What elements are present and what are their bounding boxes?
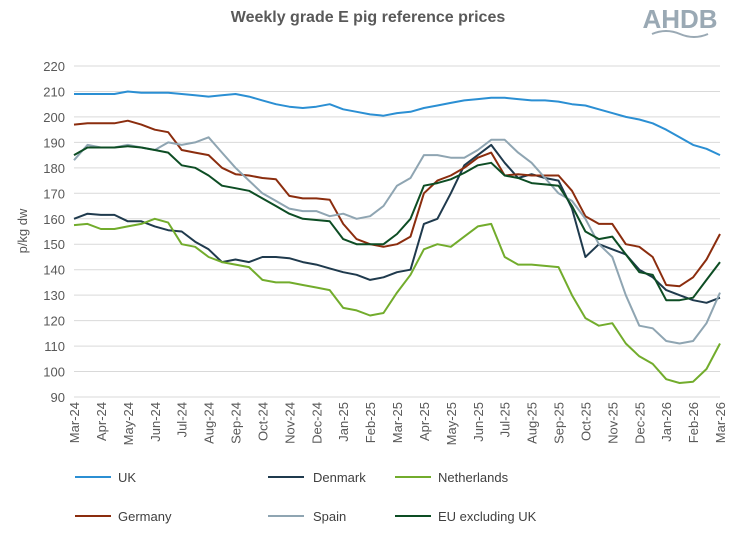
x-tick-label: Jul-25: [498, 402, 513, 437]
x-tick-label: Sep-25: [552, 402, 567, 444]
y-tick-label: 180: [43, 161, 65, 176]
series-line-uk: [74, 90, 721, 157]
legend-label: Netherlands: [438, 470, 509, 485]
y-tick-label: 200: [43, 110, 65, 125]
x-tick-label: Sep-24: [229, 402, 244, 444]
logo-wave-icon: [651, 30, 709, 38]
y-tick-label: 220: [43, 59, 65, 74]
legend-item: UK: [75, 470, 136, 485]
x-tick-label: Feb-25: [363, 402, 378, 443]
legend-item: Spain: [268, 509, 346, 524]
x-tick-label: Oct-24: [255, 402, 270, 441]
series-line-germany: [73, 119, 721, 288]
series-line-denmark: [73, 143, 721, 304]
y-tick-label: 90: [51, 390, 65, 405]
y-tick-label: 120: [43, 314, 65, 329]
y-tick-label: 170: [43, 186, 65, 201]
ahdb-logo: AHDB: [642, 4, 718, 38]
x-tick-label: Jun-25: [471, 402, 486, 442]
chart-title: Weekly grade E pig reference prices: [231, 9, 506, 26]
y-tick-label: 130: [43, 288, 65, 303]
x-tick-label: Aug-24: [202, 402, 217, 444]
x-tick-label: Nov-25: [605, 402, 620, 444]
x-tick-label: Jul-24: [175, 402, 190, 437]
legend-item: Netherlands: [395, 470, 509, 485]
x-tick-label: Jun-24: [148, 402, 163, 442]
y-tick-label: 160: [43, 212, 65, 227]
x-tick-label: Dec-24: [309, 402, 324, 444]
series-line-spain: [73, 136, 721, 345]
y-axis-label: p/kg dw: [15, 208, 30, 253]
logo-text: AHDB: [642, 4, 717, 34]
x-tick-label: Nov-24: [282, 402, 297, 444]
y-tick-label: 110: [44, 339, 65, 354]
legend-item: Denmark: [268, 470, 366, 485]
legend-item: Germany: [75, 509, 172, 524]
x-tick-label: Apr-24: [94, 402, 109, 441]
legend-label: UK: [118, 470, 136, 485]
legend-item: EU excluding UK: [395, 509, 537, 524]
series-line-eu-excluding-uk: [73, 145, 721, 302]
y-tick-label: 150: [43, 237, 65, 252]
x-tick-label: Mar-26: [713, 402, 728, 443]
y-tick-label: 210: [43, 84, 65, 99]
x-tick-label: Mar-24: [67, 402, 82, 443]
legend-label: Germany: [118, 509, 172, 524]
series-line-netherlands: [73, 217, 721, 384]
x-tick-label: Feb-26: [686, 402, 701, 443]
x-tick-label: Mar-25: [390, 402, 405, 443]
y-tick-label: 190: [43, 135, 65, 150]
x-tick-label: Oct-25: [578, 402, 593, 441]
x-tick-label: Jan-25: [336, 402, 351, 442]
legend-label: EU excluding UK: [438, 509, 537, 524]
y-tick-label: 140: [43, 263, 65, 278]
legend-label: Spain: [313, 509, 346, 524]
x-tick-label: Jan-26: [659, 402, 674, 442]
x-tick-label: May-25: [444, 402, 459, 445]
legend-label: Denmark: [313, 470, 366, 485]
x-tick-label: May-24: [121, 402, 136, 445]
y-tick-label: 100: [43, 365, 65, 380]
x-tick-label: Aug-25: [525, 402, 540, 444]
x-tick-label: Dec-25: [632, 402, 647, 444]
x-tick-label: Apr-25: [417, 402, 432, 441]
